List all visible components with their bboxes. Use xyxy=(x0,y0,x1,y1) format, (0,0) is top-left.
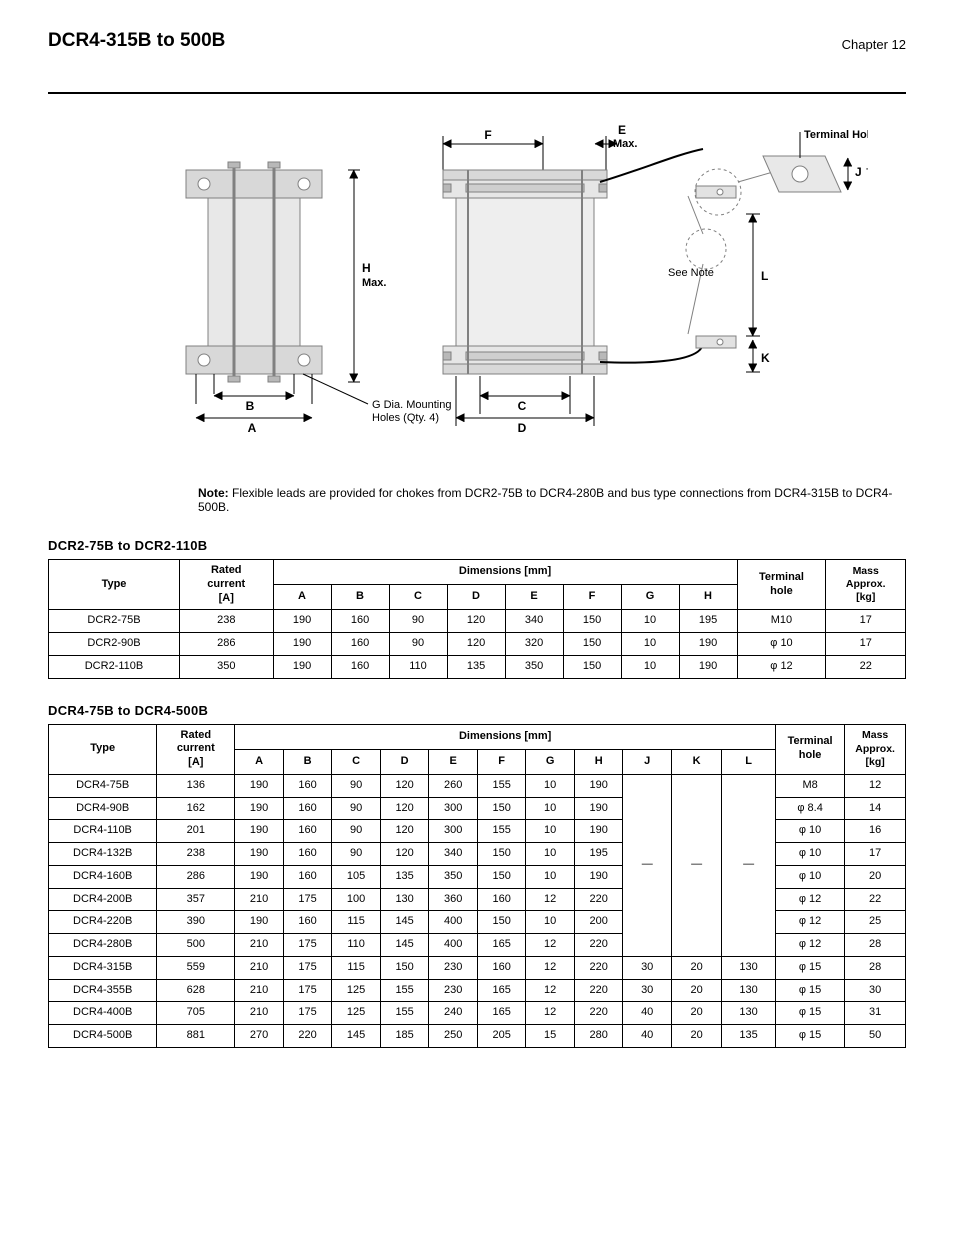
dim-e-max: Max. xyxy=(613,138,637,150)
th-dim-j: J xyxy=(623,749,672,774)
mechanical-diagram: F E Max. xyxy=(148,114,866,474)
th-terminal: Terminal hole xyxy=(737,560,826,610)
th-dim-d: D xyxy=(447,585,505,610)
th-dim-a: A xyxy=(235,749,284,774)
table-row: DCR2-90B2861901609012032015010190φ 1017 xyxy=(49,633,906,656)
th-dim-l: L xyxy=(722,749,776,774)
table2-title: DCR4-75B to DCR4-500B xyxy=(48,703,906,718)
dim-k: K xyxy=(761,351,770,365)
dim-h: H xyxy=(362,261,371,275)
table-dcr4: Type Rated current [A] Dimensions [mm] T… xyxy=(48,724,906,1048)
th-dim-h: H xyxy=(679,585,737,610)
dim-c: C xyxy=(518,399,527,413)
g-dia-label: G Dia. Mounting xyxy=(372,399,451,411)
table-row: DCR4-400B7052101751251552401651222040201… xyxy=(49,1002,906,1025)
holes-label: Holes (Qty. 4) xyxy=(372,412,439,424)
terminal-width-label: Terminal width xyxy=(866,167,868,179)
dim-h-max: Max. xyxy=(362,277,386,289)
th-current: Rated current [A] xyxy=(179,560,273,610)
dim-e: E xyxy=(618,123,626,137)
table-row: DCR4-315B5592101751151502301601222030201… xyxy=(49,956,906,979)
th-type: Type xyxy=(49,724,157,774)
th-dim-k: K xyxy=(671,749,721,774)
see-note-label: See Note xyxy=(668,267,714,279)
dim-f: F xyxy=(484,128,491,142)
th-dimensions: Dimensions [mm] xyxy=(273,560,737,585)
th-dim-c: C xyxy=(389,585,447,610)
th-dim-e: E xyxy=(429,749,478,774)
dim-d: D xyxy=(518,421,527,435)
table-row: DCR4-355B6282101751251552301651222030201… xyxy=(49,979,906,1002)
dim-j: J xyxy=(855,165,862,179)
th-current: Rated current [A] xyxy=(157,724,235,774)
table-row: DCR4-160B28619016010513535015010190φ 102… xyxy=(49,865,906,888)
table-dcr2: Type Rated current [A] Dimensions [mm] T… xyxy=(48,559,906,679)
table-row: DCR4-220B39019016011514540015010200φ 122… xyxy=(49,911,906,934)
page-title: DCR4-315B to 500B xyxy=(48,30,225,52)
th-mass: Mass Approx. [kg] xyxy=(845,724,906,774)
th-dim-a: A xyxy=(273,585,331,610)
side-view xyxy=(443,170,607,374)
table-row: DCR4-500B8812702201451852502051528040201… xyxy=(49,1025,906,1048)
table-row: DCR4-75B1361901609012026015510190———M812 xyxy=(49,774,906,797)
th-mass: Mass Approx. [kg] xyxy=(826,560,906,610)
th-dim-f: F xyxy=(563,585,621,610)
table-row: DCR2-75B2381901609012034015010195M1017 xyxy=(49,610,906,633)
th-terminal: Terminal hole xyxy=(775,724,844,774)
th-dim-b: B xyxy=(283,749,332,774)
table-row: DCR4-132B2381901609012034015010195φ 1017 xyxy=(49,843,906,866)
front-view xyxy=(186,162,322,404)
chapter-label: Chapter 12 xyxy=(842,37,906,52)
dim-a: A xyxy=(248,421,257,435)
th-dim-h: H xyxy=(574,749,623,774)
header-divider xyxy=(48,92,906,94)
table-row: DCR2-110B35019016011013535015010190φ 122… xyxy=(49,655,906,678)
table-row: DCR4-280B50021017511014540016512220φ 122… xyxy=(49,934,906,957)
table-row: DCR4-110B2011901609012030015510190φ 1016 xyxy=(49,820,906,843)
th-dim-c: C xyxy=(332,749,381,774)
th-type: Type xyxy=(49,560,180,610)
dim-l: L xyxy=(761,269,768,283)
th-dim-f: F xyxy=(477,749,526,774)
dim-b: B xyxy=(246,399,255,413)
table-row: DCR4-200B35721017510013036016012220φ 122… xyxy=(49,888,906,911)
th-dim-g: G xyxy=(526,749,575,774)
th-dim-g: G xyxy=(621,585,679,610)
th-dim-e: E xyxy=(505,585,563,610)
th-dim-d: D xyxy=(380,749,429,774)
table1-title: DCR2-75B to DCR2-110B xyxy=(48,538,906,553)
th-dimensions: Dimensions [mm] xyxy=(235,724,776,749)
terminal-hole-label: Terminal Hole xyxy=(804,129,868,141)
table-row: DCR4-90B1621901609012030015010190φ 8.414 xyxy=(49,797,906,820)
th-dim-b: B xyxy=(331,585,389,610)
diagram-note: Note: Flexible leads are provided for ch… xyxy=(198,486,906,514)
